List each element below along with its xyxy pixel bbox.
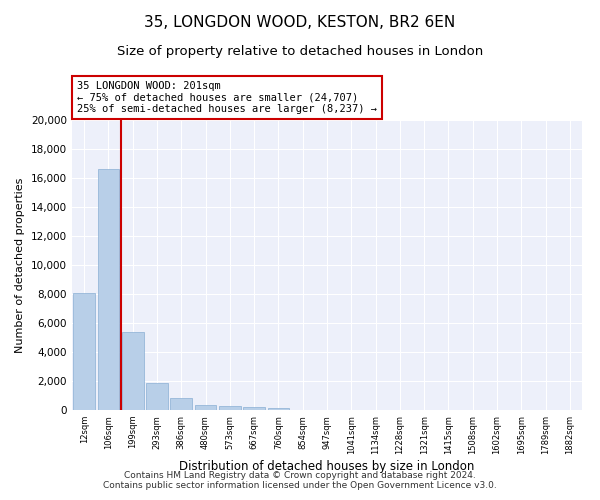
- Text: 35 LONGDON WOOD: 201sqm
← 75% of detached houses are smaller (24,707)
25% of sem: 35 LONGDON WOOD: 201sqm ← 75% of detache…: [77, 81, 377, 114]
- Bar: [170, 398, 192, 410]
- Text: 35, LONGDON WOOD, KESTON, BR2 6EN: 35, LONGDON WOOD, KESTON, BR2 6EN: [145, 15, 455, 30]
- Bar: [243, 407, 265, 410]
- Bar: [146, 383, 168, 410]
- Bar: [268, 408, 289, 410]
- Bar: [122, 332, 143, 410]
- Bar: [219, 406, 241, 410]
- Text: Size of property relative to detached houses in London: Size of property relative to detached ho…: [117, 45, 483, 58]
- Bar: [97, 170, 119, 410]
- Bar: [194, 405, 217, 410]
- X-axis label: Distribution of detached houses by size in London: Distribution of detached houses by size …: [179, 460, 475, 472]
- Text: Contains HM Land Registry data © Crown copyright and database right 2024.
Contai: Contains HM Land Registry data © Crown c…: [103, 470, 497, 490]
- Y-axis label: Number of detached properties: Number of detached properties: [16, 178, 25, 352]
- Bar: [73, 292, 95, 410]
